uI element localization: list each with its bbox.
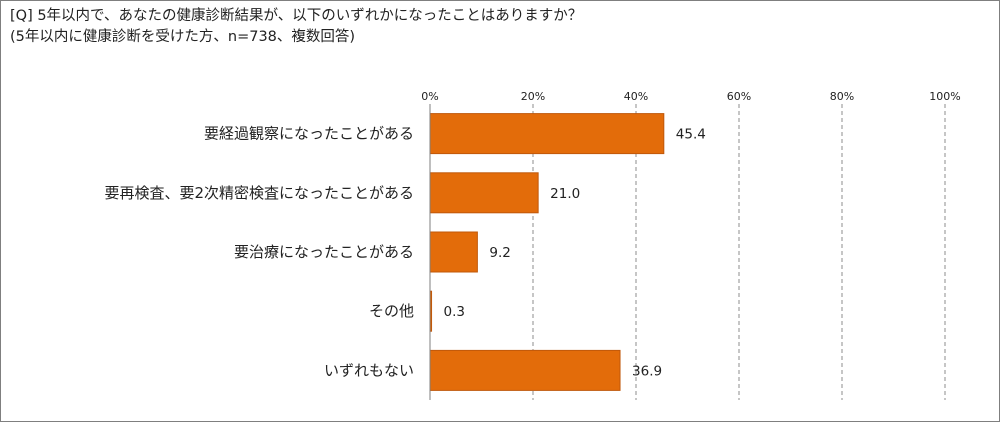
- x-tick-label: 20%: [521, 90, 545, 103]
- x-tick-label: 100%: [929, 90, 960, 103]
- category-labels: 要経過観察になったことがある要再検査、要2次精密検査になったことがある要治療にな…: [104, 125, 414, 380]
- x-tick-label: 0%: [421, 90, 438, 103]
- chart-title: [Q] 5年以内で、あなたの健康診断結果が、以下のいずれかになったことはあります…: [10, 8, 583, 24]
- value-label: 45.4: [676, 127, 706, 143]
- value-label: 21.0: [550, 186, 580, 202]
- value-label: 36.9: [632, 363, 662, 379]
- bar: [429, 231, 478, 273]
- category-label: いずれもない: [324, 361, 414, 379]
- x-tick-label: 40%: [624, 90, 648, 103]
- bar: [429, 172, 539, 214]
- category-label: 要治療になったことがある: [234, 243, 414, 261]
- value-label: 0.3: [444, 304, 465, 320]
- bar: [429, 113, 665, 155]
- bar: [429, 349, 621, 391]
- x-tick-label: 60%: [727, 90, 751, 103]
- value-label: 9.2: [489, 245, 510, 261]
- x-axis-ticks: 0% 20% 40% 60% 80% 100%: [421, 90, 960, 103]
- x-tick-label: 80%: [830, 90, 854, 103]
- category-label: 要経過観察になったことがある: [204, 125, 414, 143]
- category-label: その他: [369, 302, 414, 320]
- category-label: 要再検査、要2次精密検査になったことがある: [104, 184, 414, 202]
- value-labels: 45.4 21.0 9.2 0.3 36.9: [444, 127, 706, 380]
- chart-subtitle: (5年以内に健康診断を受けた方、n=738、複数回答): [10, 29, 356, 45]
- bars: [429, 113, 665, 391]
